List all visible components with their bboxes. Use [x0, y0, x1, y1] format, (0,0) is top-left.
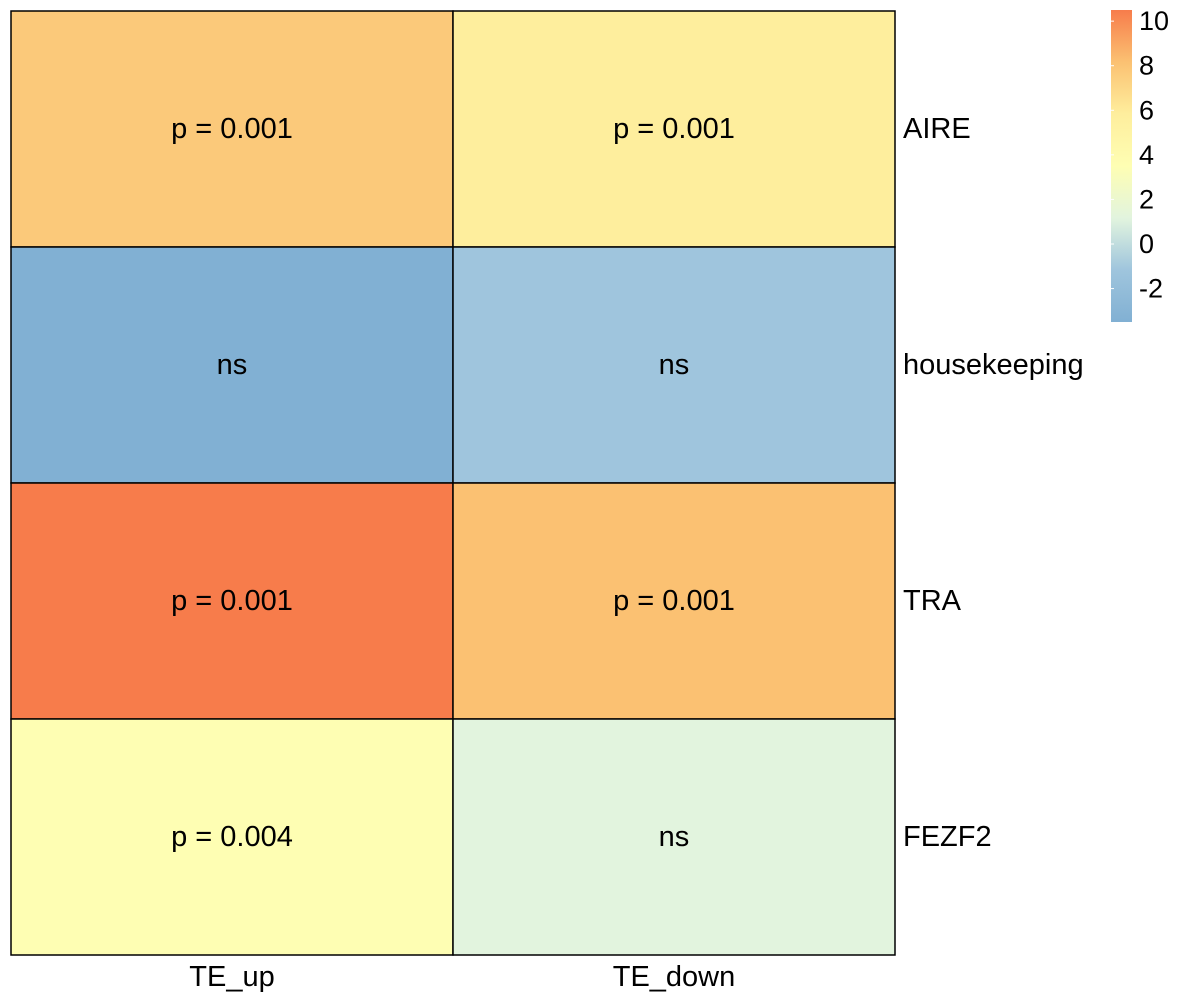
heatmap-cell [452, 482, 896, 720]
cell-annotation: ns [659, 821, 690, 853]
cell-annotation: p = 0.001 [613, 585, 735, 617]
heatmap-cell [452, 246, 896, 484]
heatmap-cell [10, 10, 454, 248]
cell-annotation: p = 0.001 [613, 113, 735, 145]
color-legend: 10 8 6 4 2 0 -2 [1111, 6, 1169, 322]
heatmap-cell [10, 482, 454, 720]
heatmap-cell [10, 718, 454, 956]
row-label: FEZF2 [903, 821, 992, 853]
column-labels: TE_up TE_down [189, 961, 735, 993]
legend-tick-label: -2 [1139, 274, 1163, 304]
legend-tick-label: 10 [1139, 6, 1169, 36]
row-label: TRA [903, 585, 962, 617]
row-label: housekeeping [903, 349, 1084, 381]
cell-annotation: p = 0.001 [171, 585, 293, 617]
column-label: TE_up [189, 961, 274, 993]
legend-tick-label: 8 [1139, 51, 1154, 81]
heatmap-cell [452, 10, 896, 248]
cell-annotation: ns [217, 349, 248, 381]
heatmap-cell [452, 718, 896, 956]
column-label: TE_down [613, 961, 736, 993]
heatmap-cell [10, 246, 454, 484]
row-labels: AIRE housekeeping TRA FEZF2 [903, 113, 1084, 853]
legend-tick-label: 4 [1139, 140, 1154, 170]
legend-color-bar [1111, 10, 1132, 322]
legend-tick-label: 6 [1139, 95, 1154, 125]
cell-annotation: p = 0.004 [171, 821, 293, 853]
legend-tick-label: 2 [1139, 184, 1154, 214]
heatmap-cells: p = 0.001 p = 0.001 ns ns p = 0.001 p = 0.001… [10, 10, 896, 956]
legend-tick-label: 0 [1139, 229, 1154, 259]
row-label: AIRE [903, 113, 971, 145]
cell-annotation: ns [659, 349, 690, 381]
cell-annotation: p = 0.001 [171, 113, 293, 145]
